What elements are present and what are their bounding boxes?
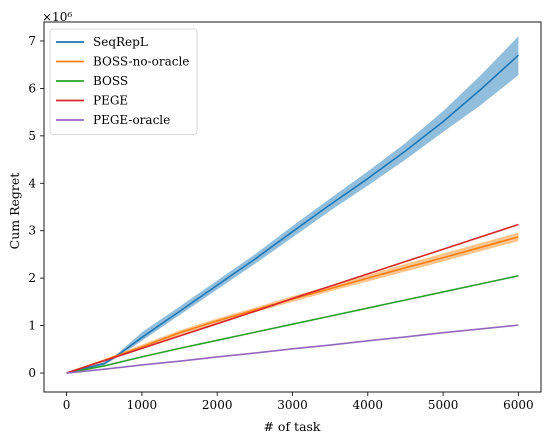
x-axis-ticks: 0 1000 2000 3000 4000 5000 6000 xyxy=(63,392,534,412)
legend-entry-pege: PEGE xyxy=(56,94,128,108)
y-tick-label: 4 xyxy=(28,176,36,190)
y-tick-label: 0 xyxy=(28,366,36,380)
legend-entry-pege-oracle: PEGE-oracle xyxy=(56,113,170,127)
x-tick-label: 2000 xyxy=(202,398,233,412)
x-tick-label: 4000 xyxy=(353,398,384,412)
line-pege-oracle xyxy=(66,324,519,374)
x-tick-label: 1000 xyxy=(127,398,158,412)
y-tick-label: 7 xyxy=(28,34,36,48)
x-tick-label: 3000 xyxy=(277,398,308,412)
series-lines xyxy=(66,54,519,374)
y-tick-label: 2 xyxy=(28,271,36,285)
x-tick-label: 6000 xyxy=(503,398,534,412)
line-seqrepl xyxy=(66,54,519,374)
line-boss xyxy=(66,274,519,374)
legend-label: PEGE xyxy=(93,94,128,108)
y-axis-label: Cum Regret xyxy=(7,173,22,250)
line-pege xyxy=(66,223,519,374)
legend-entry-boss-no-oracle: BOSS-no-oracle xyxy=(56,55,189,69)
legend: SeqRepL BOSS-no-oracle BOSS PEGE PEGE-oracle xyxy=(49,28,198,135)
y-axis-ticks: 0 1 2 3 4 5 6 7 xyxy=(28,34,44,380)
y-axis-multiplier: ×10⁶ xyxy=(42,10,72,24)
legend-label: BOSS xyxy=(93,74,128,88)
legend-label: PEGE-oracle xyxy=(93,113,170,127)
band-boss-no-oracle xyxy=(66,232,519,374)
legend-frame xyxy=(49,28,198,135)
x-tick-label: 0 xyxy=(63,398,71,412)
legend-label: SeqRepL xyxy=(93,35,148,49)
legend-entry-seqrepl: SeqRepL xyxy=(56,35,148,49)
x-tick-label: 5000 xyxy=(428,398,459,412)
y-tick-label: 3 xyxy=(28,224,36,238)
y-tick-label: 1 xyxy=(28,319,36,333)
legend-label: BOSS-no-oracle xyxy=(93,55,189,69)
legend-entry-boss: BOSS xyxy=(56,74,128,88)
y-tick-label: 5 xyxy=(28,129,36,143)
y-tick-label: 6 xyxy=(28,81,36,95)
x-axis-label: # of task xyxy=(263,419,320,434)
